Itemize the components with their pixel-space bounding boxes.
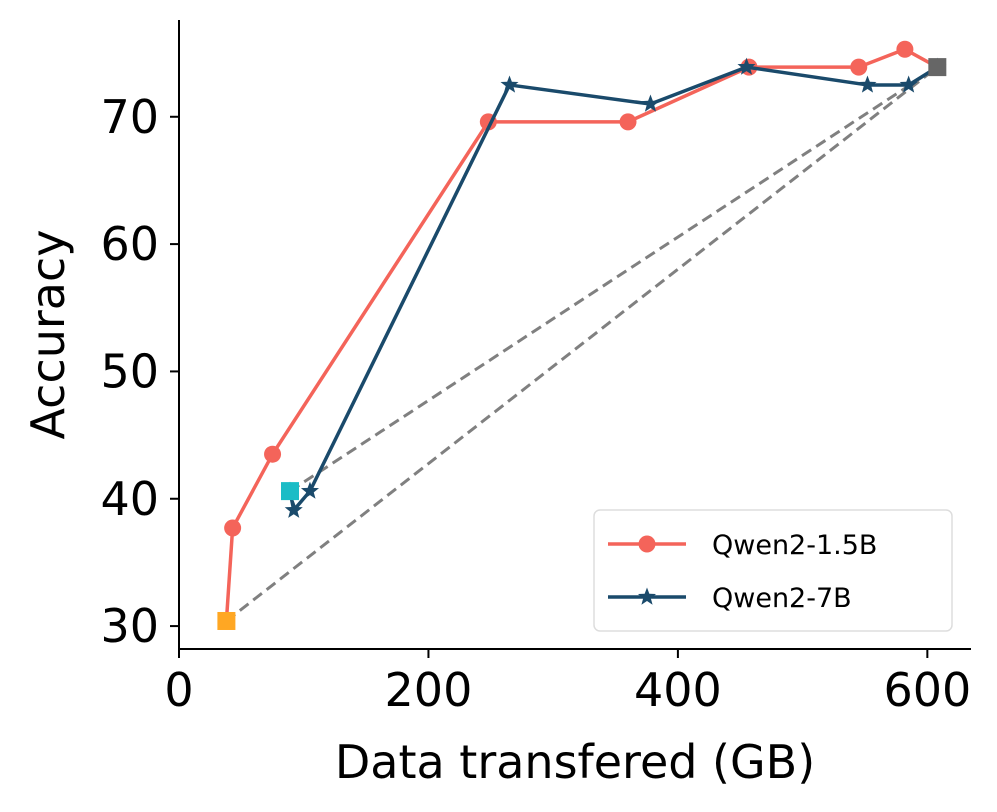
y-tick-label: 40 bbox=[100, 472, 159, 526]
legend-marker-qwen2-1-5b bbox=[638, 535, 656, 553]
series-qwen2-1-5b bbox=[217, 40, 946, 630]
x-tick-label: 0 bbox=[164, 663, 193, 717]
legend-box bbox=[593, 509, 953, 632]
data-point-qwen2-7b bbox=[641, 94, 660, 112]
series-line-qwen2-7b bbox=[288, 65, 939, 512]
data-point-qwen2-1-5b bbox=[850, 58, 868, 76]
y-tick-label: 30 bbox=[100, 599, 159, 653]
legend: Qwen2-1.5B Qwen2-7B bbox=[593, 509, 953, 632]
x-tick-label: 200 bbox=[385, 663, 473, 717]
marker-start-qwen2-7b bbox=[281, 482, 300, 501]
data-point-qwen2-7b bbox=[284, 500, 303, 518]
data-point-qwen2-1-5b bbox=[264, 445, 282, 463]
marker-start-qwen2-1.5b bbox=[217, 611, 236, 630]
dashed-reference-line bbox=[225, 65, 939, 623]
y-tick-label: 70 bbox=[100, 90, 159, 144]
data-point-qwen2-1-5b bbox=[224, 519, 242, 537]
data-point-qwen2-7b bbox=[899, 75, 918, 93]
dashed-reference-line bbox=[289, 65, 939, 493]
legend-label-qwen2-1-5b: Qwen2-1.5B bbox=[712, 530, 877, 561]
data-point-qwen2-7b bbox=[500, 75, 519, 93]
data-point-qwen2-7b bbox=[737, 57, 756, 75]
x-axis-label: Data transfered (GB) bbox=[335, 735, 815, 789]
y-tick-label: 60 bbox=[100, 217, 159, 271]
x-tick-label: 400 bbox=[634, 663, 722, 717]
data-point-qwen2-1-5b bbox=[619, 113, 637, 131]
y-tick-label: 50 bbox=[100, 344, 159, 398]
data-point-qwen2-1-5b bbox=[896, 40, 914, 58]
y-axis-label: Accuracy bbox=[21, 229, 75, 439]
legend-marker-qwen2-7b bbox=[637, 587, 657, 605]
marker-end bbox=[928, 58, 947, 77]
data-point-qwen2-7b bbox=[858, 75, 877, 93]
data-point-qwen2-7b bbox=[300, 481, 319, 499]
legend-label-qwen2-7b: Qwen2-7B bbox=[712, 583, 852, 614]
x-tick-label: 600 bbox=[883, 663, 971, 717]
